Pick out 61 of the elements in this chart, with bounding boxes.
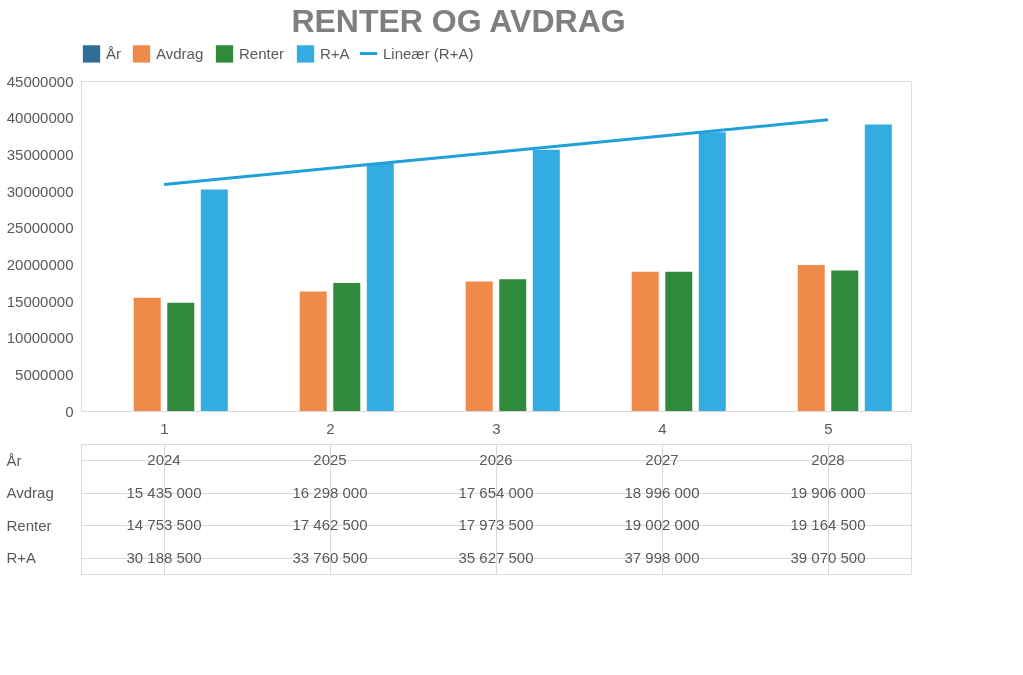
bar: [831, 270, 859, 411]
data-label: 39 070 500: [790, 548, 866, 566]
x-tick-label: 1: [160, 419, 169, 437]
y-tick-label: 10000000: [6, 329, 74, 347]
y-tick-label: 15000000: [6, 292, 74, 310]
data-label: 17 462 500: [292, 516, 368, 534]
data-label: 17 973 500: [458, 516, 534, 534]
y-tick-label: 35000000: [6, 145, 74, 163]
y-tick-label: 40000000: [6, 109, 74, 127]
data-label: 2026: [479, 451, 513, 469]
bar: [499, 279, 527, 411]
data-label: 19 906 000: [790, 483, 866, 501]
data-label: 2025: [313, 451, 347, 469]
data-label: 15 435 000: [126, 483, 202, 501]
legend-label: R+A: [320, 44, 350, 62]
legend-label: Renter: [239, 44, 285, 62]
legend-label: År: [106, 44, 121, 62]
y-tick-label: 5000000: [15, 365, 74, 383]
text: År: [6, 451, 22, 469]
bar: [465, 281, 493, 411]
data-label: 19 164 500: [790, 516, 866, 534]
bar: [200, 189, 228, 411]
data-label: 37 998 000: [624, 548, 700, 566]
chart-title: RENTER OG AVDRAG: [291, 2, 626, 39]
bar: [333, 282, 361, 411]
data-label: 33 760 500: [292, 548, 368, 566]
x-tick-label: 5: [824, 419, 833, 437]
bar: [532, 149, 560, 411]
y-tick-label: 0: [65, 402, 74, 420]
bar: [366, 163, 394, 411]
data-label: 2024: [147, 451, 181, 469]
data-label: 35 627 500: [458, 548, 534, 566]
x-tick-label: 3: [492, 419, 501, 437]
legend-label: Avdrag: [156, 44, 204, 62]
data-label: 18 996 000: [624, 483, 700, 501]
data-label: 30 188 500: [126, 548, 202, 566]
bar: [133, 297, 161, 411]
bar: [167, 302, 195, 411]
data-label: 2027: [645, 451, 679, 469]
legend-label: Lineær (R+A): [383, 44, 474, 62]
bar: [665, 271, 693, 411]
y-tick-label: 45000000: [6, 72, 74, 90]
data-label: 17 654 000: [458, 483, 534, 501]
data-label: 19 002 000: [624, 516, 700, 534]
bar: [299, 291, 327, 411]
bar: [698, 132, 726, 411]
line-series: [162, 118, 830, 186]
x-tick-label: 4: [658, 419, 667, 437]
data-label: 16 298 000: [292, 483, 368, 501]
y-tick-label: 30000000: [6, 182, 74, 200]
bar: [864, 124, 892, 411]
text: Renter: [6, 516, 52, 534]
y-tick-label: 25000000: [6, 219, 74, 237]
data-label: 2028: [811, 451, 845, 469]
x-tick-label: 2: [326, 419, 335, 437]
data-label: 14 753 500: [126, 516, 202, 534]
text: R+A: [6, 549, 37, 567]
y-tick-label: 20000000: [6, 255, 74, 273]
bar: [797, 265, 825, 411]
text: Avdrag: [6, 484, 54, 502]
bar: [631, 271, 659, 411]
